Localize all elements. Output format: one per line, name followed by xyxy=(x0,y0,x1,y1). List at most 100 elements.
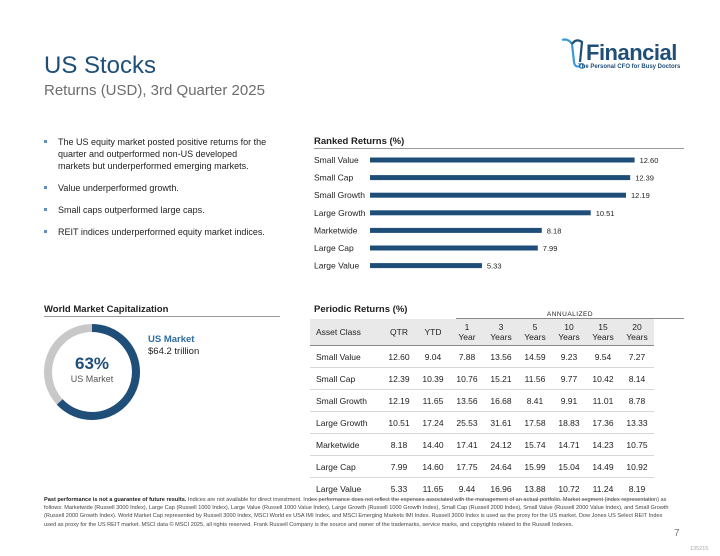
bar-value-label: 8.18 xyxy=(547,226,562,235)
bar-value-label: 5.33 xyxy=(487,262,502,271)
donut-us-market-arc xyxy=(44,324,140,420)
column-header: 10 Years xyxy=(552,319,586,346)
return-cell: 18.83 xyxy=(552,411,586,434)
bullet-item: Value underperformed growth. xyxy=(44,182,269,194)
bar-category-label: Marketwide xyxy=(314,225,358,235)
return-cell: 24.12 xyxy=(484,433,518,456)
return-cell: 8.78 xyxy=(620,389,654,412)
bullet-icon xyxy=(44,230,47,233)
return-cell: 31.61 xyxy=(484,411,518,434)
return-cell: 9.77 xyxy=(552,367,586,390)
bar-category-label: Large Value xyxy=(314,261,359,271)
return-cell: 16.96 xyxy=(484,477,518,500)
column-header: 5 Years xyxy=(518,319,552,346)
return-cell: 7.88 xyxy=(450,345,484,368)
table-row: Small Growth 12.19 11.65 13.56 16.68 8.41 9.91… xyxy=(310,389,654,412)
return-cell: 17.75 xyxy=(450,455,484,478)
return-cell: 13.56 xyxy=(450,389,484,412)
return-cell: 10.42 xyxy=(586,367,620,390)
asset-class-cell: Marketwide xyxy=(310,433,382,456)
return-cell: 8.19 xyxy=(620,477,654,500)
return-cell: 15.04 xyxy=(552,455,586,478)
commentary-bullets: The US equity market posted positive ret… xyxy=(44,136,269,248)
donut-center-label: US Market xyxy=(70,374,114,384)
bar-category-label: Small Cap xyxy=(314,173,353,183)
logo-icon xyxy=(561,38,585,69)
asset-class-cell: Large Growth xyxy=(310,411,382,434)
return-cell: 17.36 xyxy=(586,411,620,434)
bar-value-label: 12.39 xyxy=(635,174,654,183)
bar xyxy=(370,192,626,198)
bar-value-label: 12.60 xyxy=(640,156,659,165)
return-cell: 14.71 xyxy=(552,433,586,456)
return-cell: 8.14 xyxy=(620,367,654,390)
bar xyxy=(370,263,482,269)
bar-value-label: 10.51 xyxy=(596,209,615,218)
bullet-item: Small caps outperformed large caps. xyxy=(44,204,269,216)
return-cell: 17.58 xyxy=(518,411,552,434)
return-cell: 14.40 xyxy=(416,433,450,456)
bullet-item: The US equity market posted positive ret… xyxy=(44,136,269,172)
table-row: Large Cap 7.99 14.60 17.75 24.64 15.99 15.04 14… xyxy=(310,455,654,478)
bar-value-label: 12.19 xyxy=(631,191,650,200)
market-cap-heading: World Market Capitalization xyxy=(44,304,169,315)
return-cell: 15.99 xyxy=(518,455,552,478)
page-subtitle: Returns (USD), 3rd Quarter 2025 xyxy=(44,82,265,99)
column-header: QTR xyxy=(382,319,416,346)
return-cell: 24.64 xyxy=(484,455,518,478)
return-cell: 7.99 xyxy=(382,455,416,478)
ranked-returns-heading: Ranked Returns (%) xyxy=(314,136,405,147)
return-cell: 11.01 xyxy=(586,389,620,412)
bar-value-label: 7.99 xyxy=(543,244,558,253)
return-cell: 14.49 xyxy=(586,455,620,478)
return-cell: 12.39 xyxy=(382,367,416,390)
bar xyxy=(370,245,538,251)
return-cell: 15.21 xyxy=(484,367,518,390)
logo-wordmark: Financial xyxy=(586,40,677,65)
return-cell: 9.91 xyxy=(552,389,586,412)
annualized-label: ANNUALIZED xyxy=(546,311,594,318)
return-cell: 10.92 xyxy=(620,455,654,478)
return-cell: 14.23 xyxy=(586,433,620,456)
market-cap-legend-value: $64.2 trillion xyxy=(148,346,200,357)
table-row: Small Cap 12.39 10.39 10.76 15.21 11.56 9.77 10… xyxy=(310,367,654,390)
return-cell: 9.04 xyxy=(416,345,450,368)
market-cap-divider xyxy=(44,316,280,317)
asset-class-cell: Large Cap xyxy=(310,455,382,478)
return-cell: 10.76 xyxy=(450,367,484,390)
logo-tagline: The Personal CFO for Busy Doctors xyxy=(578,64,681,70)
column-header: YTD xyxy=(416,319,450,346)
asset-class-cell: Small Growth xyxy=(310,389,382,412)
asset-class-cell: Small Cap xyxy=(310,367,382,390)
return-cell: 11.56 xyxy=(518,367,552,390)
return-cell: 17.24 xyxy=(416,411,450,434)
column-header: 1 Year xyxy=(450,319,484,346)
bullet-icon xyxy=(44,186,47,189)
return-cell: 11.65 xyxy=(416,477,450,500)
asset-class-cell: Large Value xyxy=(310,477,382,500)
return-cell: 9.23 xyxy=(552,345,586,368)
donut-percent: 63% xyxy=(74,354,110,373)
bullet-text: REIT indices underperformed equity marke… xyxy=(58,227,265,237)
asset-class-cell: Small Value xyxy=(310,345,382,368)
bullet-text: Small caps outperformed large caps. xyxy=(58,205,205,215)
return-cell: 14.60 xyxy=(416,455,450,478)
column-header: 15 Years xyxy=(586,319,620,346)
document-code: 135215 xyxy=(690,546,709,552)
return-cell: 12.19 xyxy=(382,389,416,412)
bullet-item: REIT indices underperformed equity marke… xyxy=(44,226,269,238)
disclosure-text: Indices are not available for direct inv… xyxy=(44,497,669,528)
column-header: 3 Years xyxy=(484,319,518,346)
return-cell: 10.39 xyxy=(416,367,450,390)
page-title: US Stocks xyxy=(44,52,157,79)
periodic-returns-heading: Periodic Returns (%) xyxy=(314,304,408,315)
return-cell: 17.41 xyxy=(450,433,484,456)
return-cell: 13.88 xyxy=(518,477,552,500)
bullet-icon xyxy=(44,208,47,211)
return-cell: 12.60 xyxy=(382,345,416,368)
bullet-text: The US equity market posted positive ret… xyxy=(58,137,267,171)
disclosure-footer: Past performance is not a guarantee of f… xyxy=(44,496,674,529)
ranked-returns-divider xyxy=(314,148,684,149)
bar xyxy=(370,227,542,233)
